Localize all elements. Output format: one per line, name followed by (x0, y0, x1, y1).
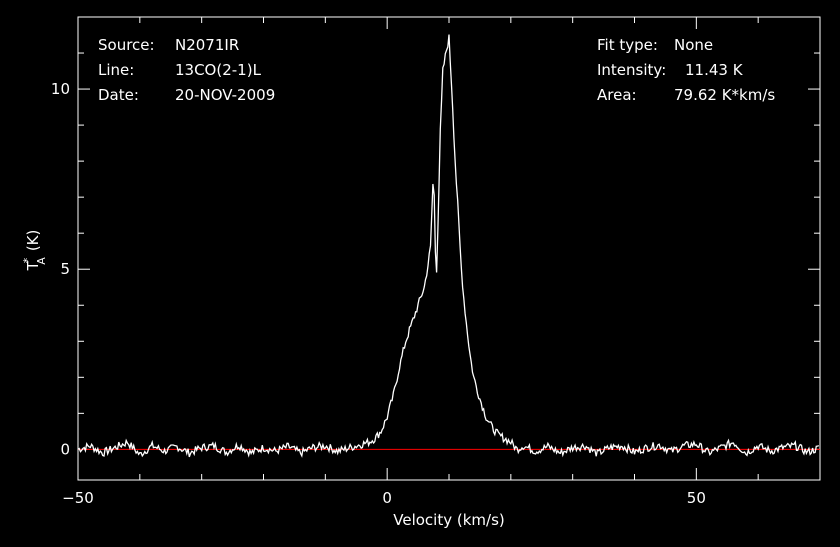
info-intensity-label: Intensity: (597, 61, 666, 79)
y-axis-label-sup: * (21, 257, 34, 263)
y-tick-label: 10 (51, 80, 70, 98)
x-tick-label: 0 (382, 489, 392, 507)
info-area-label: Area: (597, 86, 637, 104)
info-line-label: Line: (98, 61, 134, 79)
info-date-label: Date: (98, 86, 139, 104)
info-fit-label: Fit type: (597, 36, 658, 54)
info-intensity-value: 11.43 K (685, 61, 744, 79)
x-axis-label: Velocity (km/s) (393, 511, 504, 529)
y-tick-label: 5 (60, 260, 70, 278)
y-axis-label: T*A (K) (21, 230, 48, 272)
svg-text:T*A(K): T*A (K) (21, 230, 48, 272)
info-source-value: N2071IR (175, 36, 239, 54)
info-fit-value: None (674, 36, 713, 54)
info-line-value: 13CO(2-1)L (175, 61, 262, 79)
y-axis-label-sub: A (35, 257, 48, 265)
info-source-label: Source: (98, 36, 155, 54)
y-axis-label-main: T (24, 260, 42, 271)
x-tick-label: 50 (687, 489, 706, 507)
series-line-spectrum (77, 34, 820, 458)
y-tick-label: 0 (60, 440, 70, 458)
tick-labels: −50 0 50 0 5 10 (51, 80, 706, 507)
info-date-value: 20-NOV-2009 (175, 86, 275, 104)
y-axis-label-unit: (K) (24, 230, 42, 252)
x-tick-label: −50 (62, 489, 94, 507)
info-area-value: 79.62 K*km/s (674, 86, 775, 104)
